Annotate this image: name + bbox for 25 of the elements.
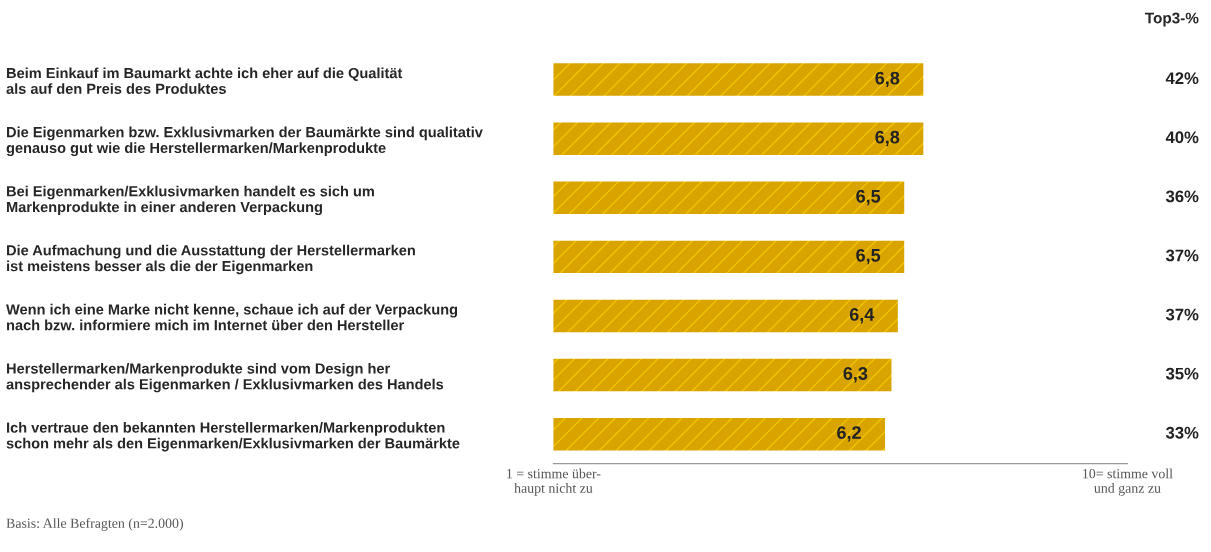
text: Top3-% [1145,12,1199,27]
text: 36% [1165,190,1199,203]
x-tick-label: 1 = stimme über- haupt nicht zu [507,468,601,496]
y-tick-label: Bei Eigenmarken/Exklusivmarken handelt es sich um Markenprodukte in einer anderen Verpackung [7,185,374,216]
data-label: 6,8 [875,130,900,147]
y-tick-label: Herstellermarken/Markenprodukte sind vom Design her ansprechender als Eigenmarken / Exklusivmarken des Handels [6,362,444,393]
text: 37% [1165,249,1199,262]
data-label: 6,5 [856,189,881,206]
text: 33% [1165,426,1199,439]
data-label: 6,8 [875,71,900,88]
text: 37% [1165,308,1199,321]
y-tick-label: Ich vertraue den bekannten Herstellermarken/Markenprodukten schon mehr als den Eigenmarken/Exklusivmarken der Baumärkte [6,422,460,452]
text: 42% [1165,72,1199,85]
data-label: 6,5 [856,248,881,265]
data-label: 6,3 [843,367,868,383]
x-tick-label: 10= stimme voll und ganz zu [1083,468,1173,496]
y-tick-label: Die Eigenmarken bzw. Exklusivmarken der Baumärkte sind qualitativ genauso gut wie die Herstellermarken/Markenprodukte [6,126,483,157]
y-tick-label: Beim Einkauf im Baumarkt achte ich eher auf die Qualität als auf den Preis des Produktes [6,67,403,94]
y-tick-label: Die Aufmachung und die Ausstattung der Herstellermarken ist meistens besser als die der Eigenmarken [7,244,415,275]
y-tick-label: Wenn ich eine Marke nicht kenne, schaue ich auf der Verpackung nach bzw. informiere mich im Internet über den Hersteller [6,303,458,331]
data-label: 6,2 [837,426,861,442]
text: 35% [1165,367,1199,380]
text: 40% [1165,131,1199,144]
text: Basis: Alle Befragten (n=2.000) [6,518,183,531]
data-label: 6,4 [849,308,875,324]
